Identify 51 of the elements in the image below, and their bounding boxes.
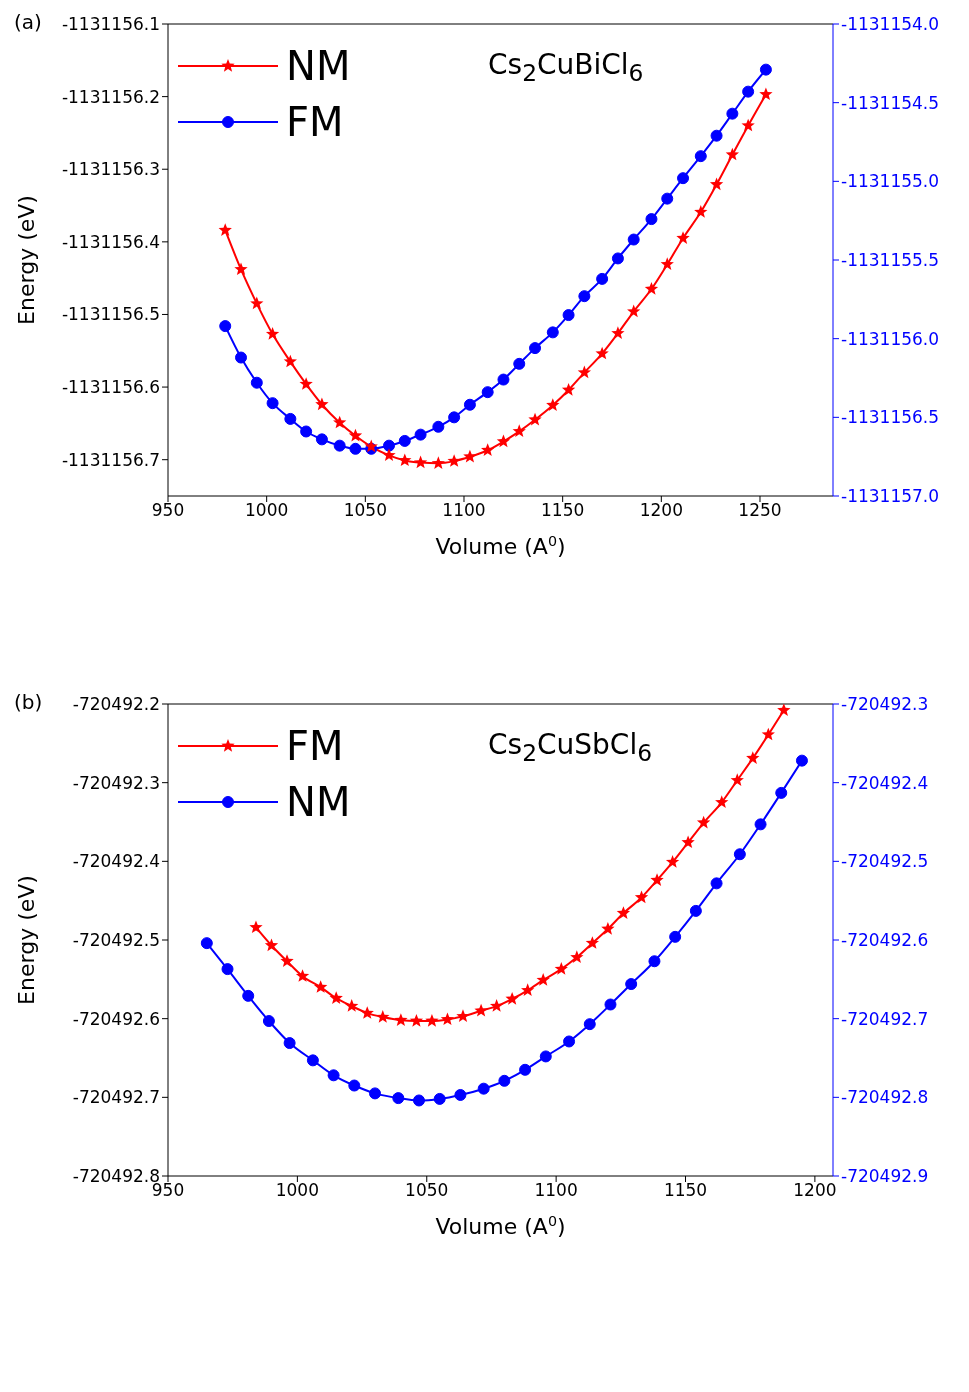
y2-tick-label: -720492.5: [841, 851, 929, 872]
x-tick-label: 1150: [663, 1180, 708, 1201]
chart-title: (b): [14, 690, 43, 714]
y2-tick-label: -1131156.0: [841, 328, 940, 349]
y-axis-title: Energy (eV): [14, 875, 39, 1005]
y-tick-label: -1131156.7: [61, 449, 160, 470]
y2-tick-label: -1131154.0: [841, 14, 940, 35]
legend-label: NM: [286, 779, 351, 825]
y-tick-label: -720492.2: [72, 694, 160, 715]
y-tick-label: -720492.4: [72, 851, 160, 872]
annotation: Cs$_{2}$CuSbCl$_{6}$: [488, 728, 653, 767]
y-tick-label: -1131156.1: [61, 14, 160, 35]
x-tick-label: 950: [151, 500, 185, 521]
y2-tick-label: -1131155.0: [841, 171, 940, 192]
y2-tick-label: -1131157.0: [841, 486, 940, 507]
x-axis-title: Volume (A$^{0}$): [435, 1213, 566, 1239]
y2-tick-label: -720492.7: [841, 1008, 929, 1029]
y-tick-label: -1131156.6: [61, 377, 160, 398]
y-tick-label: -720492.3: [72, 772, 160, 793]
x-tick-label: 1200: [793, 1180, 837, 1201]
y-tick-label: -1131156.4: [61, 231, 160, 252]
y2-tick-label: -1131154.5: [841, 92, 940, 113]
x-tick-label: 1050: [343, 500, 387, 521]
y-tick-label: -720492.6: [72, 1008, 160, 1029]
x-tick-label: 1200: [639, 500, 683, 521]
x-tick-label: 1250: [738, 500, 782, 521]
y2-tick-label: -720492.4: [841, 772, 929, 793]
y2-tick-label: -720492.8: [841, 1087, 929, 1108]
x-tick-label: 1000: [245, 500, 289, 521]
legend-label: NM: [286, 43, 351, 89]
y2-tick-label: -720492.3: [841, 694, 929, 715]
chart-title: (a): [14, 10, 42, 34]
y-tick-label: -1131156.2: [61, 86, 160, 107]
y-tick-label: -720492.7: [72, 1087, 160, 1108]
y2-tick-label: -720492.9: [841, 1166, 929, 1187]
annotation: Cs$_{2}$CuBiCl$_{6}$: [488, 48, 644, 87]
x-tick-label: 1050: [405, 1180, 449, 1201]
y2-tick-label: -1131156.5: [841, 407, 940, 428]
x-axis-title: Volume (A$^{0}$): [435, 533, 566, 559]
y-tick-label: -1131156.5: [61, 304, 160, 325]
y2-tick-label: -1131155.5: [841, 250, 940, 271]
legend-label: FM: [286, 99, 344, 145]
x-tick-label: 1100: [534, 1180, 578, 1201]
x-tick-label: 1150: [541, 500, 585, 521]
y2-tick-label: -720492.6: [841, 930, 929, 951]
legend-label: FM: [286, 723, 344, 769]
y-axis-title: Energy (eV): [14, 195, 39, 325]
x-tick-label: 1100: [442, 500, 486, 521]
y-tick-label: -1131156.3: [61, 159, 160, 180]
y-tick-label: -720492.5: [72, 930, 160, 951]
x-tick-label: 1000: [275, 1180, 320, 1201]
